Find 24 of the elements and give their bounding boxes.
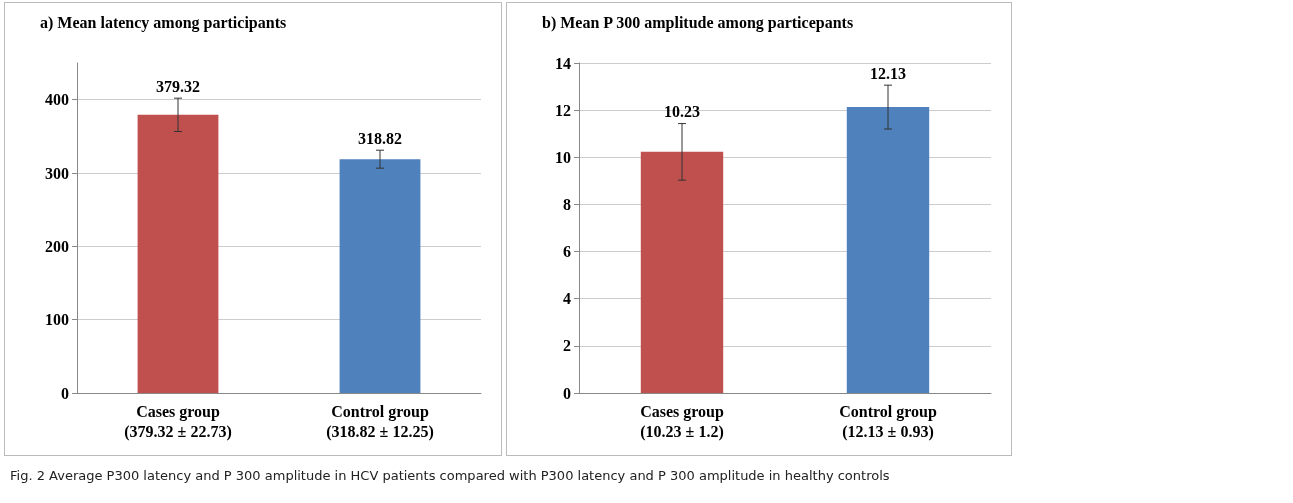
y-tick-label: 0: [61, 384, 69, 402]
y-tick-label: 14: [555, 54, 571, 72]
y-tick-label: 2: [563, 337, 571, 355]
y-tick-label: 200: [45, 237, 69, 255]
y-tick-label: 10: [555, 148, 571, 166]
y-tick-label: 400: [45, 91, 69, 109]
data-label: 318.82: [358, 129, 402, 147]
chart-title: b) Mean P 300 amplitude among particepants: [542, 13, 854, 32]
data-label: 12.13: [870, 64, 906, 82]
y-tick-label: 6: [563, 243, 571, 261]
y-tick-label: 4: [563, 290, 571, 308]
chart-title: a) Mean latency among participants: [40, 13, 287, 32]
y-tick-label: 300: [45, 164, 69, 182]
x-tick-label: Cases group (379.32 ± 22.73): [124, 402, 232, 441]
caption: Fig. 2 Average P300 latency and P 300 amplitude in HCV patients compared with P300 latency and P 300 amplitude in healthy controls: [10, 468, 891, 483]
y-tick-label: 12: [555, 101, 571, 119]
x-tick-label: Cases group (10.23 ± 1.2): [640, 402, 724, 441]
y-tick-label: 8: [563, 195, 571, 213]
data-label: 10.23: [664, 103, 700, 121]
y-tick-label: 100: [45, 311, 69, 329]
x-tick-label: Control group (12.13 ± 0.93): [839, 402, 937, 441]
y-tick-label: 0: [563, 384, 571, 402]
x-tick-label: Control group (318.82 ± 12.25): [326, 402, 434, 441]
data-label: 379.32: [156, 77, 200, 95]
